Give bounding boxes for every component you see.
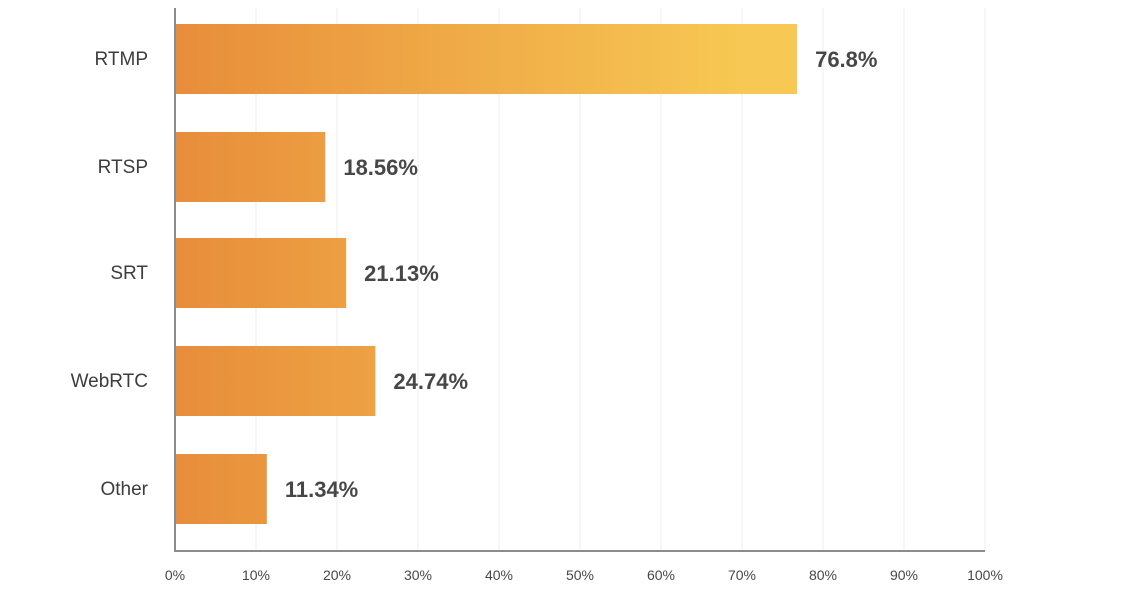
- bar-rtsp: [175, 132, 326, 202]
- category-label: SRT: [110, 263, 148, 284]
- value-label: 21.13%: [364, 261, 439, 286]
- bar-other: [175, 454, 267, 524]
- category-label: WebRTC: [71, 371, 148, 392]
- axes: [174, 8, 985, 552]
- bar-webrtc: [175, 346, 376, 416]
- grid-lines: [255, 8, 986, 551]
- x-tick-label: 90%: [890, 567, 918, 583]
- category-label: RTMP: [95, 49, 148, 70]
- x-tick-label: 30%: [404, 567, 432, 583]
- bar-srt: [175, 238, 347, 308]
- x-tick-label: 10%: [242, 567, 270, 583]
- x-tick-label: 40%: [485, 567, 513, 583]
- x-tick-label: 60%: [647, 567, 675, 583]
- x-tick-label: 20%: [323, 567, 351, 583]
- x-tick-label: 50%: [566, 567, 594, 583]
- x-tick-label: 80%: [809, 567, 837, 583]
- x-tick-label: 100%: [967, 567, 1003, 583]
- value-label: 76.8%: [815, 47, 877, 72]
- value-label: 24.74%: [393, 369, 468, 394]
- category-label: RTSP: [98, 157, 148, 178]
- value-label: 18.56%: [343, 155, 418, 180]
- bars: [175, 24, 798, 524]
- x-tick-label: 70%: [728, 567, 756, 583]
- value-label: 11.34%: [285, 477, 358, 502]
- category-label: Other: [100, 479, 148, 500]
- labels: 76.8% RTMP 18.56% RTSP 21.13% SRT 24.74% WebRTC…: [71, 47, 1003, 583]
- bar-rtmp: [175, 24, 798, 94]
- x-tick-label: 0%: [165, 567, 185, 583]
